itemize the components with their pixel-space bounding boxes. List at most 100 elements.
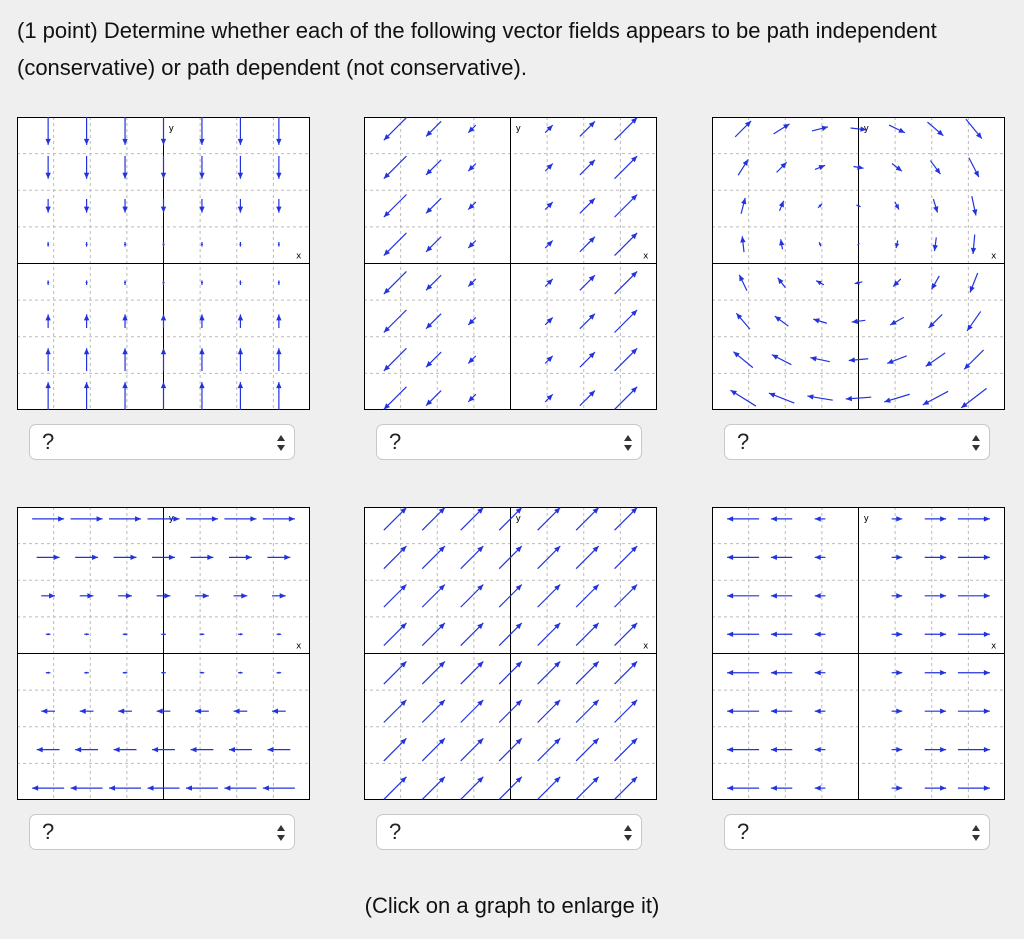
arrow-head [426,399,433,406]
vector-field-graph[interactable]: yx [364,507,657,800]
arrow-head [122,314,128,321]
arrow-head [383,287,390,295]
arrow-head [975,132,982,139]
select-value: ? [737,429,750,454]
arrow-head [164,593,171,599]
arrow-head [85,243,88,247]
arrow-head [79,708,86,714]
arrow-head [592,584,599,591]
arrow-head [46,280,50,284]
arrow-head [588,236,595,243]
arrow-head [199,206,205,213]
arrow-head [895,243,900,249]
arrow-head [741,197,747,205]
arrow-head [972,209,978,216]
answer-select[interactable]: ? [724,814,990,850]
vector-field-graph[interactable]: yx [17,507,310,800]
arrow-head [48,593,55,599]
arrow-head [931,282,937,290]
arrow-head [727,554,734,561]
arrow-head [546,317,553,324]
arrow-head [426,130,433,137]
arrow-head [160,138,167,145]
vector-field-graph[interactable]: yx [17,117,310,410]
arrow-head [814,746,821,753]
arrow-head [964,363,971,370]
arrow-head [160,348,167,355]
vector-field-graph[interactable]: yx [712,507,1005,800]
arrow-head [771,354,779,360]
arrow-head [426,245,433,252]
answer-select[interactable]: ? [29,814,295,850]
arrow-head [46,243,50,247]
select-value: ? [389,819,402,844]
arrow-head [631,348,638,355]
arrow-head [554,622,561,630]
down-arrow [972,835,980,841]
arrow-head [278,633,282,636]
arrow-head [383,210,390,218]
up-arrow [972,825,980,831]
vector-field-graph[interactable]: yx [712,117,1005,410]
up-arrow [972,435,980,441]
answer-select[interactable]: ? [376,814,642,850]
arrow-head [783,123,790,130]
arrow-head [515,622,522,630]
arrow-head [896,708,903,714]
arrow-head [818,165,826,171]
arrow-head [554,546,561,553]
arrow-head [477,699,484,707]
arrow-head [554,776,561,783]
arrow-head [468,241,475,249]
arrow-head [515,584,522,591]
y-axis-label: y [516,514,522,524]
arrow-head [426,284,433,291]
arrow-head [887,358,894,364]
arrow-head [727,593,734,599]
arrow-head [515,661,522,668]
arrow-head [438,738,445,745]
arrow-head [267,746,274,753]
border [17,507,310,800]
arrow-head [123,280,127,284]
arrow-head [973,170,979,178]
arrow-head [631,232,638,240]
arrow-head [161,671,164,674]
arrow-head [276,382,282,389]
answer-select[interactable]: ? [724,424,990,460]
y-axis-label: y [864,124,870,134]
arrow-head [237,348,244,355]
select-arrows [277,825,285,841]
arrow-head [239,243,242,247]
select-arrows [277,435,285,451]
arrow-head [554,661,561,668]
answer-select[interactable]: ? [376,424,642,460]
arrow-head [940,516,947,522]
arrow-head [383,326,390,333]
arrow-head [276,671,280,674]
arrow-head [70,785,77,791]
arrow-head [383,364,390,371]
arrow-head [438,699,445,707]
arrow-head [727,785,734,791]
arrow-head [276,172,282,179]
question: (1 point) Determine whether each of the … [17,18,937,80]
up-arrow [277,435,285,441]
arrow-head [592,546,599,553]
border [712,507,1005,800]
arrow-head [890,319,897,326]
arrow-head [983,746,990,753]
answer-select[interactable]: ? [29,424,295,460]
arrow-head [631,386,638,393]
arrow-head [896,554,903,561]
x-axis-label: x [643,642,649,652]
arrow-head [383,172,390,179]
arrow-head [896,516,903,522]
arrow-head [515,699,522,707]
x-axis-label: x [296,642,302,652]
arrow-head [201,633,205,636]
arrow-head [477,507,484,514]
arrow-head [770,708,777,714]
arrow-head [770,631,777,637]
vector-field-graph[interactable]: yx [364,117,657,410]
